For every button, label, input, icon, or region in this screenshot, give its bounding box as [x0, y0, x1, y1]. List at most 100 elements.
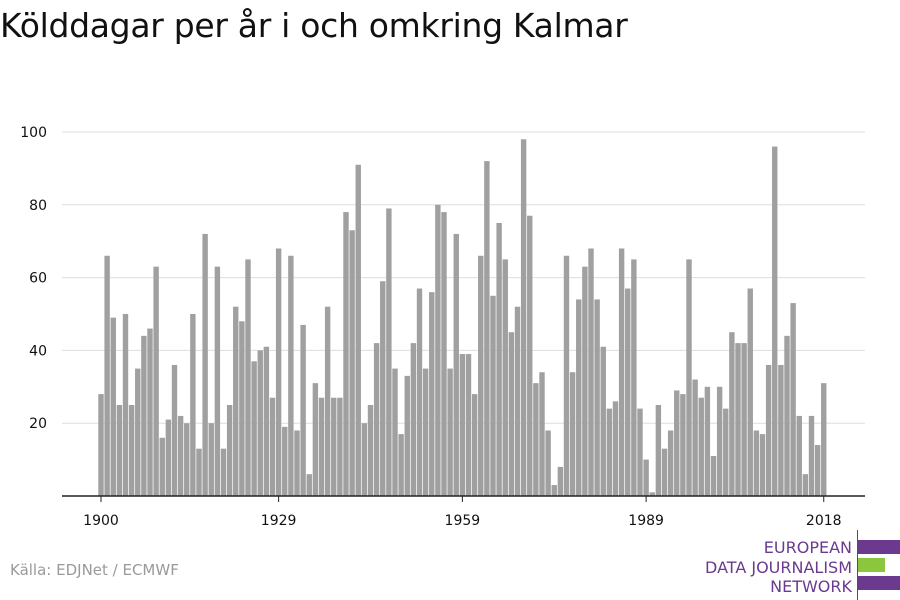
- bar-1951[interactable]: [410, 343, 417, 496]
- bar-2006[interactable]: [747, 288, 753, 496]
- bar-2014[interactable]: [796, 415, 802, 496]
- bar-1968[interactable]: [514, 306, 521, 496]
- bar-2000[interactable]: [710, 455, 717, 496]
- bar-1993[interactable]: [667, 430, 674, 496]
- bar-1934[interactable]: [306, 474, 312, 496]
- bar-1997[interactable]: [692, 379, 698, 496]
- bar-1995[interactable]: [680, 394, 686, 496]
- bar-1901[interactable]: [104, 255, 110, 496]
- bar-1932[interactable]: [294, 430, 300, 496]
- bar-1940[interactable]: [343, 212, 349, 496]
- bar-1958[interactable]: [453, 233, 459, 497]
- bar-1944[interactable]: [367, 405, 374, 496]
- bar-1909[interactable]: [153, 266, 159, 496]
- bar-1919[interactable]: [214, 266, 221, 496]
- bar-1969[interactable]: [520, 139, 527, 496]
- bar-1988[interactable]: [637, 408, 643, 496]
- bar-1925[interactable]: [251, 361, 257, 496]
- bar-1979[interactable]: [582, 266, 588, 496]
- bar-1967[interactable]: [508, 332, 515, 496]
- bar-1987[interactable]: [631, 259, 637, 496]
- bar-1992[interactable]: [661, 448, 668, 496]
- bar-1985[interactable]: [618, 248, 625, 496]
- bar-2008[interactable]: [759, 434, 766, 496]
- bar-1998[interactable]: [698, 397, 704, 496]
- bar-1994[interactable]: [674, 390, 680, 496]
- bar-2013[interactable]: [790, 303, 796, 496]
- bar-1978[interactable]: [576, 299, 582, 496]
- bar-2015[interactable]: [802, 474, 809, 496]
- bar-1908[interactable]: [147, 328, 153, 496]
- bar-1952[interactable]: [416, 288, 423, 496]
- bar-1904[interactable]: [122, 314, 129, 496]
- bar-1938[interactable]: [331, 397, 337, 496]
- bar-1935[interactable]: [312, 383, 319, 496]
- bar-1953[interactable]: [422, 368, 429, 496]
- bar-1962[interactable]: [478, 255, 484, 496]
- bar-1955[interactable]: [435, 204, 441, 497]
- bar-1966[interactable]: [502, 259, 508, 496]
- bar-1946[interactable]: [380, 281, 386, 496]
- bar-1976[interactable]: [563, 255, 570, 496]
- bar-2003[interactable]: [729, 332, 735, 496]
- bar-1983[interactable]: [606, 408, 613, 496]
- bar-1970[interactable]: [527, 215, 533, 496]
- bar-1921[interactable]: [226, 405, 233, 496]
- bar-1912[interactable]: [171, 364, 178, 496]
- bar-1937[interactable]: [324, 306, 331, 496]
- bar-2011[interactable]: [778, 364, 784, 496]
- bar-1929[interactable]: [275, 248, 282, 496]
- bar-1910[interactable]: [159, 437, 165, 496]
- bar-1902[interactable]: [110, 317, 116, 496]
- bar-1933[interactable]: [300, 324, 306, 496]
- bar-1961[interactable]: [471, 394, 478, 496]
- bar-1950[interactable]: [404, 375, 410, 496]
- bar-1931[interactable]: [288, 255, 294, 496]
- bar-1916[interactable]: [196, 448, 202, 496]
- bar-1945[interactable]: [373, 343, 380, 496]
- bar-2016[interactable]: [808, 415, 815, 496]
- bar-1963[interactable]: [484, 161, 490, 496]
- bar-2004[interactable]: [735, 343, 741, 496]
- bar-1939[interactable]: [337, 397, 343, 496]
- bar-1960[interactable]: [465, 354, 472, 496]
- bar-1928[interactable]: [269, 397, 276, 496]
- bar-1984[interactable]: [612, 401, 619, 496]
- bar-1917[interactable]: [202, 233, 208, 497]
- bar-1956[interactable]: [441, 212, 447, 496]
- bar-2012[interactable]: [784, 335, 790, 496]
- bar-1922[interactable]: [233, 306, 239, 496]
- bar-1941[interactable]: [349, 230, 355, 496]
- bar-2007[interactable]: [753, 430, 760, 496]
- bar-1905[interactable]: [128, 405, 135, 496]
- bar-1947[interactable]: [386, 208, 392, 496]
- bar-1942[interactable]: [355, 164, 361, 496]
- bar-1977[interactable]: [569, 372, 576, 496]
- bar-1972[interactable]: [539, 372, 545, 496]
- bar-1975[interactable]: [557, 466, 564, 496]
- bar-1990[interactable]: [649, 492, 655, 496]
- bar-2001[interactable]: [716, 386, 723, 496]
- bar-1918[interactable]: [208, 423, 214, 496]
- bar-1911[interactable]: [165, 419, 172, 496]
- bar-1903[interactable]: [116, 405, 123, 496]
- bar-1926[interactable]: [257, 350, 263, 496]
- bar-1949[interactable]: [398, 434, 404, 496]
- bar-1974[interactable]: [551, 485, 557, 496]
- bar-2005[interactable]: [741, 343, 747, 496]
- bar-1959[interactable]: [459, 354, 466, 496]
- bar-1906[interactable]: [135, 368, 141, 496]
- bar-2010[interactable]: [772, 146, 778, 496]
- bar-1924[interactable]: [245, 259, 251, 496]
- bar-1981[interactable]: [594, 299, 600, 496]
- bar-1927[interactable]: [263, 346, 270, 496]
- bar-1980[interactable]: [588, 248, 594, 496]
- bar-1986[interactable]: [625, 288, 631, 496]
- bar-1954[interactable]: [429, 292, 435, 496]
- bar-2009[interactable]: [765, 364, 772, 496]
- bar-1999[interactable]: [704, 386, 711, 496]
- bar-1915[interactable]: [190, 314, 196, 496]
- bar-1930[interactable]: [282, 426, 288, 496]
- bar-1936[interactable]: [318, 397, 325, 496]
- bar-1943[interactable]: [361, 423, 368, 496]
